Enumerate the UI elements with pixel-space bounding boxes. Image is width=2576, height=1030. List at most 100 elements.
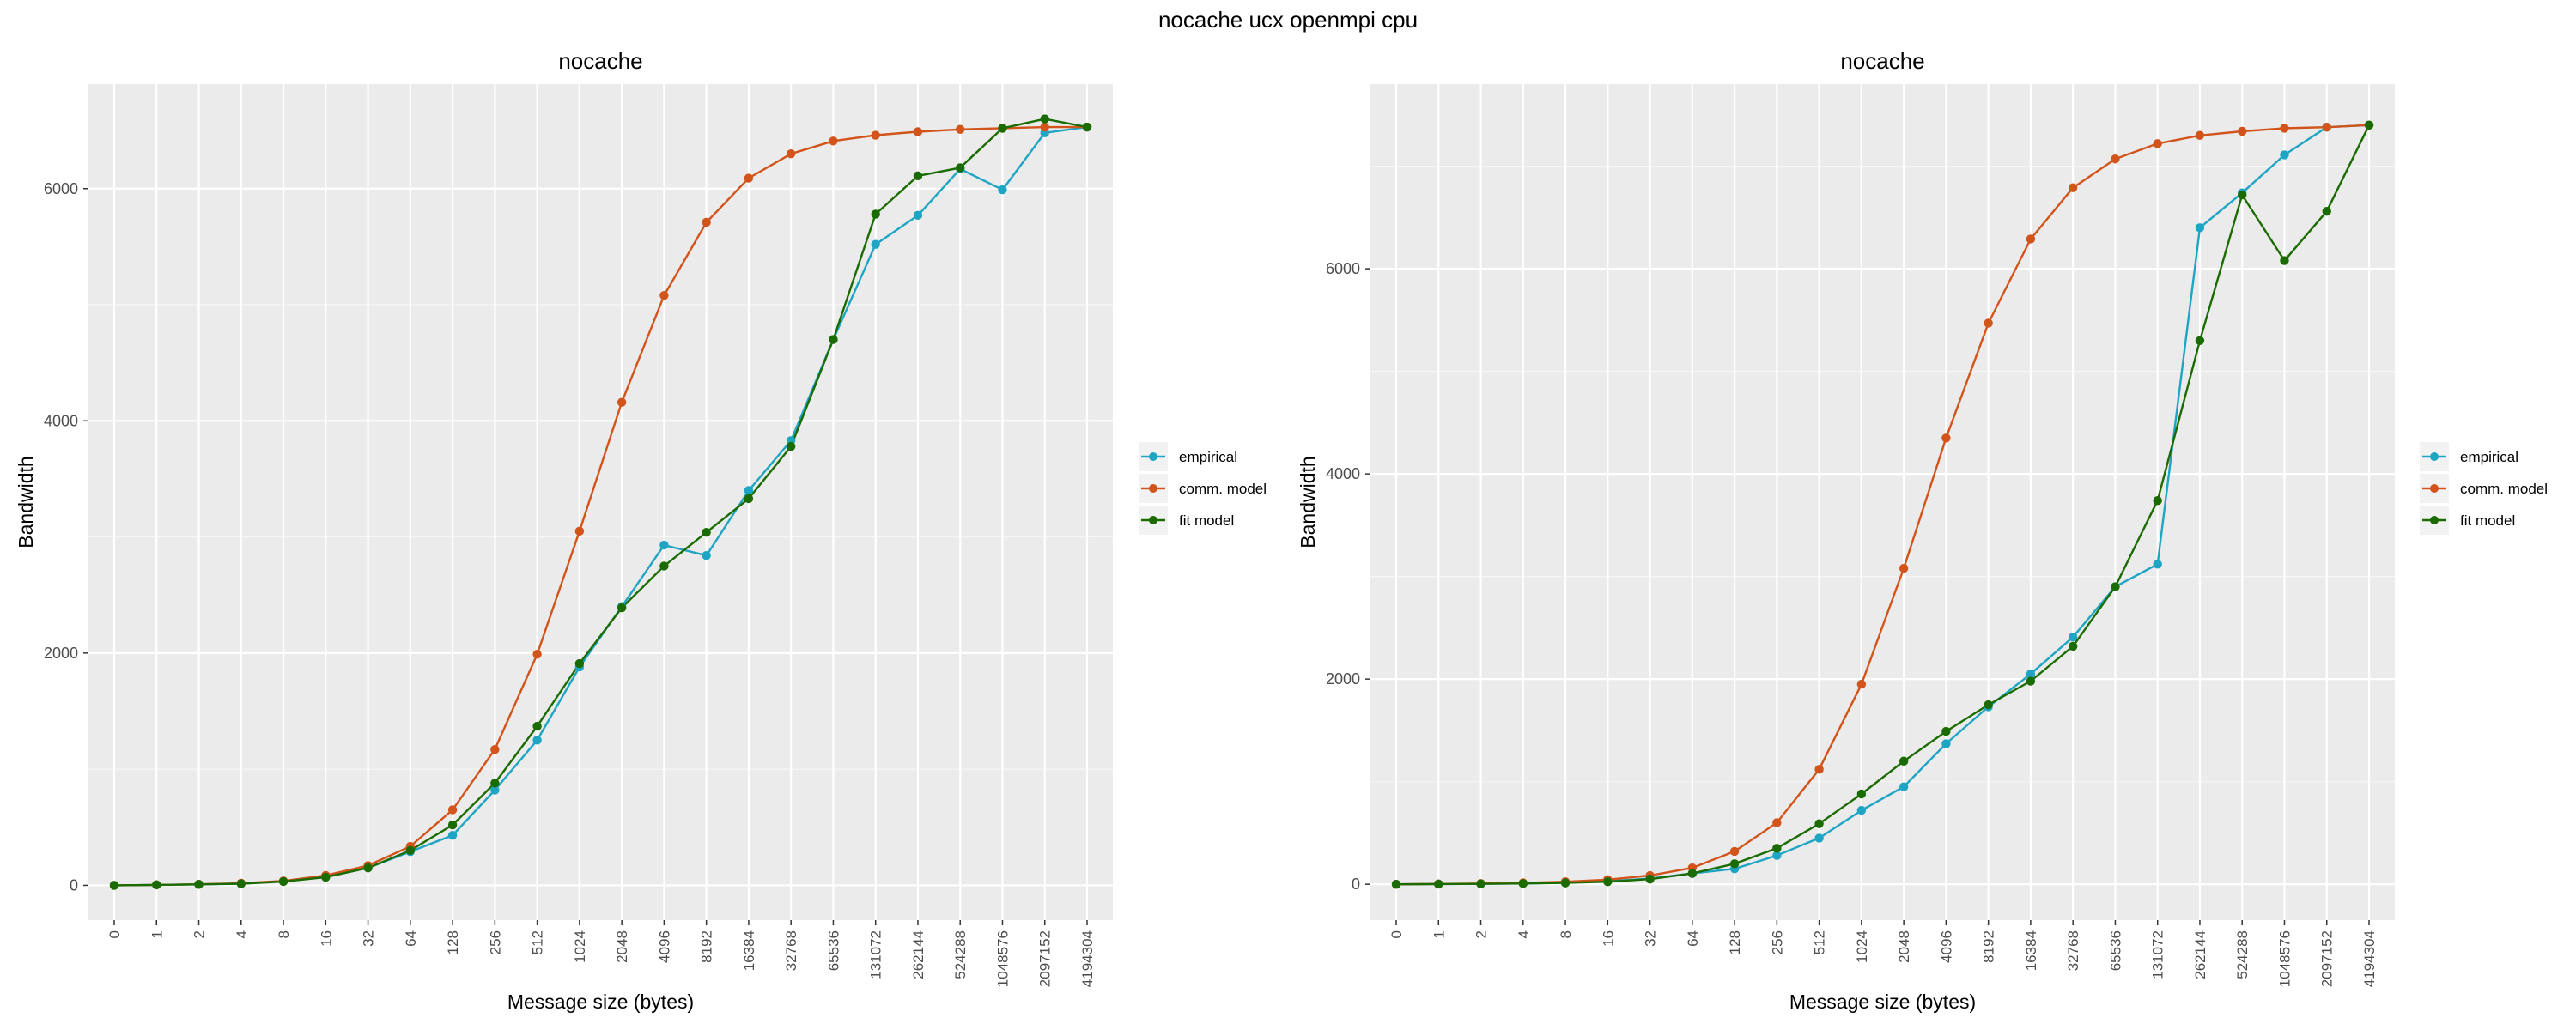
data-point-comm-model xyxy=(2153,139,2162,148)
data-point-empirical xyxy=(447,831,458,840)
data-point-fit-model xyxy=(1082,122,1092,132)
data-point-empirical xyxy=(532,736,542,745)
x-tick-label: 524288 xyxy=(952,930,969,979)
data-point-empirical xyxy=(2195,223,2205,233)
y-tick-label: 2000 xyxy=(44,645,78,662)
data-point-fit-model xyxy=(2026,676,2036,686)
data-point-empirical xyxy=(2280,150,2289,160)
x-tick-label: 524288 xyxy=(2234,930,2251,979)
data-point-empirical xyxy=(702,551,711,560)
data-point-fit-model xyxy=(2111,582,2120,591)
x-tick-label: 2097152 xyxy=(1037,930,1054,987)
x-tick-label: 1024 xyxy=(572,930,588,963)
series-line-fit-model xyxy=(113,118,1088,887)
x-tick-label: 8192 xyxy=(1981,930,1997,963)
data-point-fit-model xyxy=(1899,756,1909,766)
data-point-fit-model xyxy=(1772,844,1782,853)
x-tick-label: 4096 xyxy=(656,930,672,963)
data-point-comm-model xyxy=(574,526,585,536)
data-point-fit-model xyxy=(109,881,119,890)
x-tick-label: 1 xyxy=(149,930,165,938)
data-point-fit-model xyxy=(574,658,585,669)
chart-panel-2: 0 2000 4000 6000 0 1 2 4 8 16 32 64 128 256 512 1024 204… xyxy=(1297,48,2548,1013)
data-point-comm-model xyxy=(702,217,711,227)
y-axis-label: Bandwidth xyxy=(1297,456,1319,548)
data-point-empirical xyxy=(1899,782,1909,791)
data-point-comm-model xyxy=(829,136,838,146)
data-point-empirical xyxy=(659,540,669,550)
series-line-comm-model xyxy=(1395,124,2370,886)
data-point-fit-model xyxy=(1603,876,1613,887)
data-point-comm-model xyxy=(1814,765,1824,774)
data-point-empirical xyxy=(490,785,500,795)
x-tick-label: 64 xyxy=(403,930,419,947)
x-tick-label: 128 xyxy=(1727,930,1743,954)
legend: empirical comm. model fit model xyxy=(1139,442,1267,535)
data-point-empirical xyxy=(871,239,880,249)
data-point-fit-model xyxy=(871,209,880,219)
data-point-fit-model xyxy=(1040,114,1049,124)
data-point-comm-model xyxy=(1941,433,1951,443)
x-tick-label: 256 xyxy=(1769,930,1785,954)
legend-key-point xyxy=(1149,452,1157,461)
data-point-empirical xyxy=(2026,669,2036,679)
data-point-fit-model xyxy=(1729,859,1740,869)
x-tick-label: 8192 xyxy=(699,930,715,963)
data-point-empirical xyxy=(913,210,923,221)
x-tick-label: 4194304 xyxy=(1079,930,1096,987)
data-point-comm-model xyxy=(956,124,965,134)
legend-key-point xyxy=(1149,484,1157,493)
data-point-fit-model xyxy=(363,863,373,873)
x-tick-label: 131072 xyxy=(2150,930,2166,979)
data-point-fit-model xyxy=(2322,206,2331,216)
data-point-comm-model xyxy=(490,744,500,754)
data-point-fit-model xyxy=(659,561,669,571)
plot-background xyxy=(1370,84,2395,920)
data-point-fit-model xyxy=(447,820,458,830)
data-point-comm-model xyxy=(2195,130,2205,140)
data-point-comm-model xyxy=(2068,183,2078,192)
data-point-fit-model xyxy=(1391,879,1401,889)
data-point-comm-model xyxy=(913,127,923,136)
data-point-fit-model xyxy=(829,335,838,344)
data-point-fit-model xyxy=(998,124,1007,133)
legend-label: empirical xyxy=(1179,449,1237,465)
chart-panel-1: 0 2000 4000 6000 0 1 2 4 8 16 32 64 128 256 512 1024 204… xyxy=(15,48,1267,1013)
y-tick-label: 0 xyxy=(70,876,78,894)
data-point-fit-model xyxy=(1814,819,1824,828)
data-point-fit-model xyxy=(2195,336,2205,345)
figure-title: nocache ucx openmpi cpu xyxy=(1157,7,1419,33)
y-tick-label: 6000 xyxy=(44,180,78,197)
x-tick-label: 512 xyxy=(1812,930,1828,954)
x-tick-label: 0 xyxy=(106,930,123,938)
legend-key-point xyxy=(1149,516,1157,524)
data-point-fit-model xyxy=(2238,190,2247,200)
data-point-comm-model xyxy=(744,173,754,183)
data-point-fit-model xyxy=(278,876,289,887)
data-point-empirical xyxy=(1941,739,1951,748)
data-point-fit-model xyxy=(617,603,627,613)
data-point-fit-model xyxy=(1856,789,1867,799)
legend-label: fit model xyxy=(1179,512,1234,529)
data-point-comm-model xyxy=(1856,679,1867,689)
data-point-fit-model xyxy=(1687,869,1698,878)
x-tick-label: 32 xyxy=(1643,930,1659,947)
x-tick-label: 262144 xyxy=(910,930,927,979)
x-tick-label: 131072 xyxy=(868,930,884,979)
data-point-fit-model xyxy=(1518,879,1528,888)
data-point-comm-model xyxy=(1040,122,1049,132)
data-point-fit-model xyxy=(1476,879,1485,888)
data-point-comm-model xyxy=(1899,563,1909,573)
y-tick-label: 4000 xyxy=(1326,465,1360,482)
data-point-fit-model xyxy=(1560,878,1571,888)
x-tick-label: 1048576 xyxy=(2276,930,2293,987)
x-axis-label: Message size (bytes) xyxy=(507,991,694,1013)
x-tick-label: 2 xyxy=(1473,930,1490,938)
data-point-empirical xyxy=(2068,632,2078,642)
x-tick-label: 512 xyxy=(530,930,546,954)
data-point-comm-model xyxy=(871,130,880,140)
data-point-fit-model xyxy=(2153,496,2162,506)
legend-label: comm. model xyxy=(1179,481,1267,497)
